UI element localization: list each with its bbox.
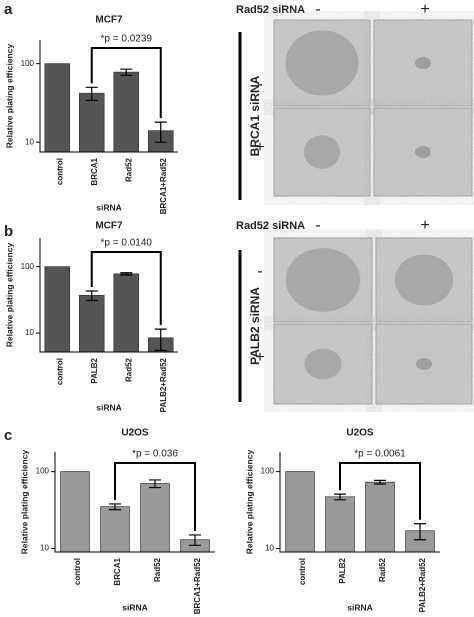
error-bar [85,86,98,102]
bar [365,481,395,553]
x-tick-label: PALB2+Rad52 [418,557,427,612]
y-tick-label: 100 [36,467,50,476]
panel-label: b [4,223,13,240]
error-bar [414,523,426,541]
colony [285,30,359,96]
bar [60,471,90,553]
y-tick-label: 10 [40,544,49,553]
x-tick-label: PALB2+Rad52 [159,357,168,412]
y-tick-label: 100 [21,262,35,271]
y-axis-label: Relative plating efficiency [244,450,254,555]
y-tick-label: 10 [25,137,34,146]
x-axis-label: siRNA [347,602,373,612]
bar [113,71,140,153]
annotation: *p = 0.0061 [354,449,406,460]
x-tick-label: BRCA1 [90,157,99,185]
row-label: - [257,263,262,280]
annotation: *p = 0.0140 [101,238,153,249]
y-axis-label: Relative plating efficiency [4,243,14,348]
x-tick-label: PALB2 [338,557,347,583]
error-bar [189,534,201,546]
bar [140,483,170,553]
x-tick-label: BRCA1+Rad52 [159,157,168,214]
x-axis-label: siRNA [96,202,122,212]
error-bar [120,68,133,76]
bar [113,273,140,353]
colony [285,248,361,312]
bar [44,266,71,353]
col-label: - [315,1,320,18]
axes [54,452,215,553]
x-tick-label: BRCA1+Rad52 [193,557,202,614]
bar [78,92,105,153]
y-axis-label: Relative plating efficiency [4,44,14,149]
x-tick-label: Rad52 [153,557,162,582]
x-axis-label: siRNA [96,402,122,412]
significance-bracket [90,47,162,119]
annotation: *p = 0.0239 [101,34,153,45]
image-grid: Rad52 siRNA - + BRCA1 siRNA - + [236,1,430,200]
x-tick-label: Rad52 [378,557,387,582]
axes [39,238,178,353]
y-tick-label: 100 [21,59,35,68]
annotation: *p = 0.036 [132,449,178,460]
axes [279,452,440,553]
y-axis-label: Relative plating efficiency [19,450,29,555]
row-label: + [255,349,264,366]
panel-label: a [4,1,13,18]
error-bar [154,328,167,351]
chart-title: U2OS [346,428,374,439]
grid-header: Rad52 siRNA [236,4,305,16]
bar [325,496,355,553]
x-tick-label: control [55,358,64,385]
colony [415,57,431,69]
x-tick-label: PALB2 [90,357,99,383]
x-tick-label: BRCA1 [113,557,122,585]
x-tick-label: control [73,558,82,585]
chart-title: U2OS [121,428,149,439]
error-bar [85,290,98,302]
col-label: - [315,217,320,234]
panel-label: c [4,427,12,444]
y-tick-label: 10 [265,544,274,553]
bar [78,295,105,353]
x-axis-label: siRNA [122,602,148,612]
colony [416,358,432,370]
significance-bracket [114,462,196,531]
error-bar [334,493,346,501]
x-tick-label: Rad52 [124,157,133,182]
row-title: PALB2 siRNA [248,287,262,365]
grid-header: Rad52 siRNA [236,220,305,232]
x-tick-label: control [298,558,307,585]
col-label: + [420,1,429,18]
row-label: + [255,139,264,156]
significance-bracket [90,251,162,326]
error-bar [149,479,161,489]
error-bar [374,479,386,485]
col-label: + [420,217,429,234]
colony [304,348,342,380]
bar [100,506,130,553]
bar [44,63,71,153]
chart-title: MCF7 [95,221,123,232]
chart-title: MCF7 [95,15,123,26]
x-tick-label: control [55,158,64,185]
y-tick-label: 10 [25,328,34,337]
x-tick-label: Rad52 [124,357,133,382]
significance-bracket [339,462,421,520]
y-tick-label: 100 [261,467,275,476]
colony [415,146,431,158]
image-grid: Rad52 siRNA - + PALB2 siRNA - + [236,217,430,402]
bar [285,471,315,553]
error-bar [154,121,167,143]
colony [303,135,341,169]
error-bar [120,272,133,276]
axes [39,40,178,153]
error-bar [109,503,121,511]
row-label: - [257,76,262,93]
row-title: BRCA1 siRNA [248,75,262,156]
colony [394,254,454,306]
